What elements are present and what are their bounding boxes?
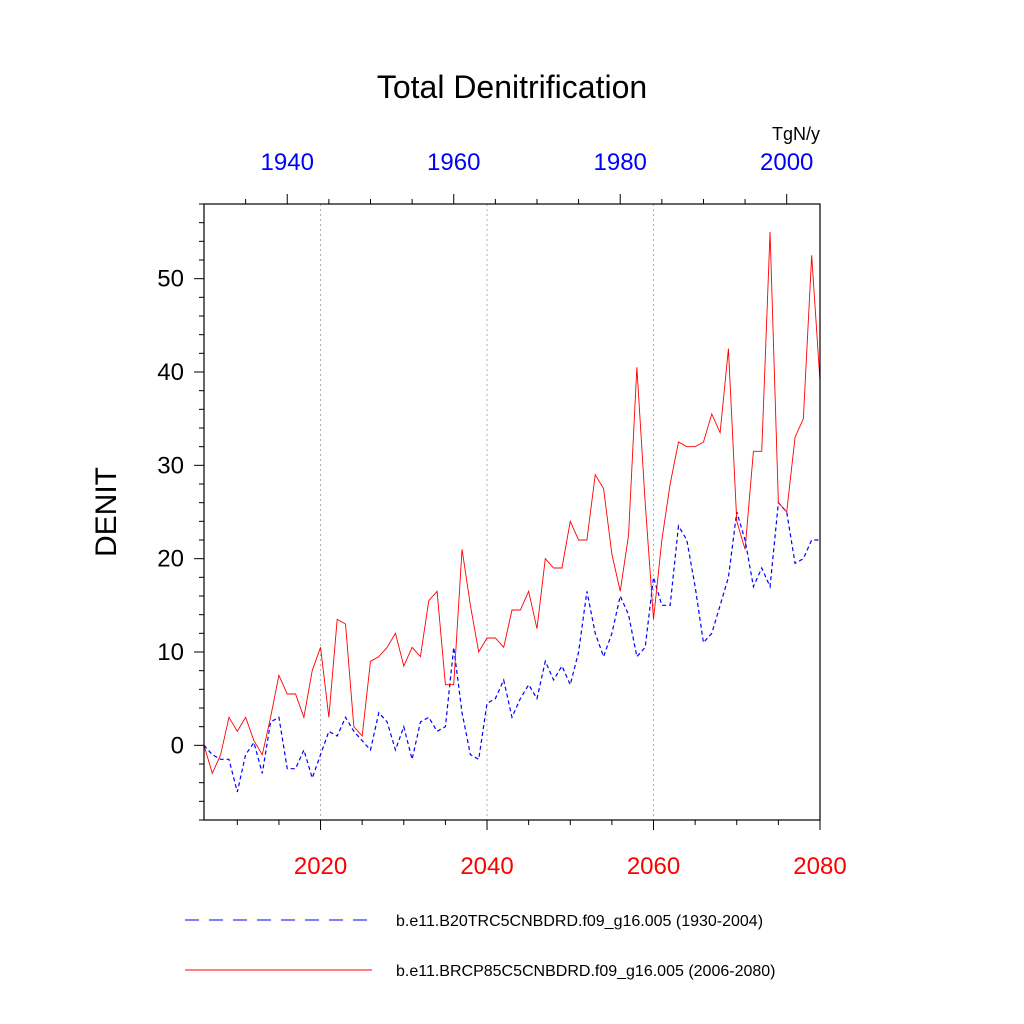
chart-title: Total Denitrification — [377, 69, 647, 105]
y-tick-label: 10 — [157, 639, 184, 666]
plot-frame — [203, 203, 821, 821]
legend-label-historical: b.e11.B20TRC5CNBDRD.f09_g16.005 (1930-20… — [396, 913, 763, 930]
x-bottom-tick-label: 2020 — [294, 853, 347, 880]
tick-labels: 0 10 20 30 40 50 2020 2040 2060 2080 1940 1960 1980 2… — [157, 149, 846, 880]
x-bottom-tick-label: 2060 — [627, 853, 680, 880]
series-line-1 — [203, 231, 821, 775]
legend-label-rcp85: b.e11.BRCP85C5CNBDRD.f09_g16.005 (2006-2… — [396, 963, 775, 980]
x-top-tick-label: 2000 — [760, 149, 813, 176]
series-line-0 — [203, 501, 820, 793]
x-top-tick-label: 1940 — [261, 149, 314, 176]
units-label: TgN/y — [772, 124, 820, 144]
y-tick-label: 40 — [157, 359, 184, 386]
gridlines — [320, 204, 655, 820]
y-tick-label: 0 — [171, 732, 184, 759]
y-tick-label: 50 — [157, 266, 184, 293]
x-bottom-tick-label: 2040 — [460, 853, 513, 880]
x-top-tick-label: 1980 — [594, 149, 647, 176]
x-top-tick-label: 1960 — [427, 149, 480, 176]
y-tick-label: 20 — [157, 546, 184, 573]
legend: b.e11.B20TRC5CNBDRD.f09_g16.005 (1930-20… — [185, 913, 775, 980]
series-layer — [203, 231, 821, 793]
y-tick-label: 30 — [157, 452, 184, 479]
x-bottom-tick-label: 2080 — [793, 853, 846, 880]
axes — [194, 194, 821, 830]
y-axis-label: DENIT — [90, 467, 123, 557]
